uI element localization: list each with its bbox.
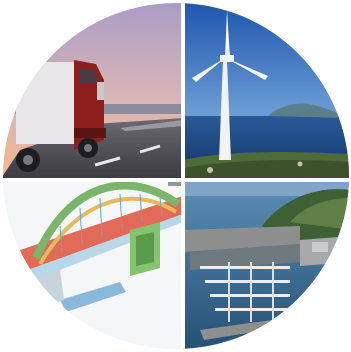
wind-turbine-photo bbox=[183, 3, 349, 180]
bridge-model-render bbox=[3, 180, 183, 349]
harbor-aerial-photo bbox=[183, 180, 349, 349]
vertical-divider bbox=[181, 3, 185, 349]
truck-highway-photo bbox=[3, 3, 183, 180]
horizontal-divider bbox=[3, 178, 349, 182]
